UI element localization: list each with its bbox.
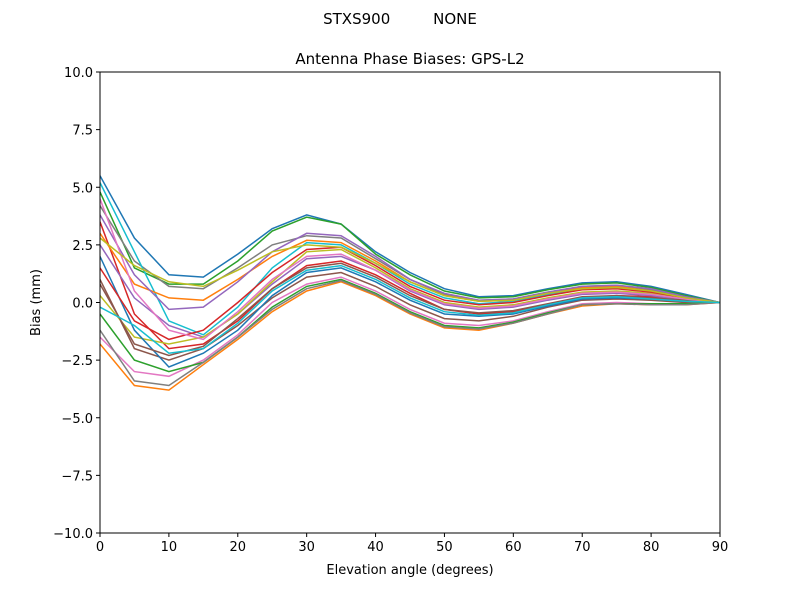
series-line-11 xyxy=(100,256,720,368)
x-tick-label: 40 xyxy=(367,540,384,555)
y-tick-label: 7.5 xyxy=(72,124,93,139)
x-tick-label: 0 xyxy=(96,540,104,555)
x-tick-label: 20 xyxy=(230,540,247,555)
x-tick-label: 60 xyxy=(505,540,522,555)
x-axis: 0 10 20 30 40 50 60 70 80 90 xyxy=(96,533,728,555)
series-line-3 xyxy=(100,191,720,304)
y-tick-label: 5.0 xyxy=(72,181,93,196)
x-tick-label: 90 xyxy=(712,540,729,555)
x-tick-label: 50 xyxy=(436,540,453,555)
series-line-15 xyxy=(100,214,720,311)
series-line-14 xyxy=(100,246,720,341)
x-axis-label: Elevation angle (degrees) xyxy=(326,563,493,578)
series-line-19 xyxy=(100,237,720,304)
y-axis: −10.0 −7.5 −5.0 −2.5 0.0 2.5 5.0 7.5 10.0 xyxy=(53,66,100,542)
x-tick-label: 70 xyxy=(574,540,591,555)
x-tick-label: 80 xyxy=(643,540,660,555)
series-line-18 xyxy=(100,279,720,387)
y-tick-label: −2.5 xyxy=(61,354,93,369)
y-axis-label: Bias (mm) xyxy=(29,269,44,336)
y-tick-label: −7.5 xyxy=(61,469,93,484)
series-line-16 xyxy=(100,262,720,357)
series-line-1 xyxy=(100,175,720,304)
series-line-17 xyxy=(100,198,720,341)
figure-suptitle: STXS900 NONE xyxy=(323,10,477,28)
x-tick-label: 30 xyxy=(298,540,315,555)
series-lines xyxy=(100,175,720,391)
chart-title: Antenna Phase Biases: GPS-L2 xyxy=(295,50,524,68)
y-tick-label: −5.0 xyxy=(61,412,93,427)
y-tick-label: 2.5 xyxy=(72,239,93,254)
series-line-7 xyxy=(100,276,720,378)
x-tick-label: 10 xyxy=(161,540,178,555)
y-tick-label: −10.0 xyxy=(53,527,93,542)
series-line-9 xyxy=(100,248,720,345)
series-line-20 xyxy=(100,264,720,354)
y-tick-label: 0.0 xyxy=(72,297,93,312)
y-tick-label: 10.0 xyxy=(64,66,93,81)
